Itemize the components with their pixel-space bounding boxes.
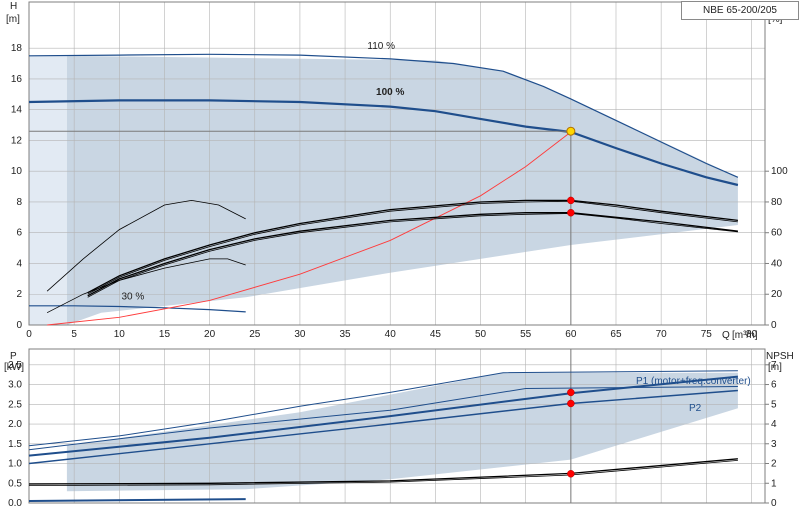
- y-right-tick-label: 3: [771, 439, 777, 450]
- duty-point: [567, 399, 575, 408]
- operating-point: [566, 126, 576, 136]
- y-left-unit-head: [m]: [6, 14, 20, 25]
- series-line-p-30: [28, 498, 246, 502]
- y-right-tick-label: 20: [771, 289, 783, 300]
- y-right-tick-label: 80: [771, 197, 783, 208]
- x-tick-label: 50: [475, 329, 487, 340]
- series-line-eta-upper-b: [87, 200, 738, 295]
- y-left-tick-label: 0: [16, 320, 22, 331]
- y-right-tick-label: 6: [771, 380, 777, 391]
- curve-label-100: 100 %: [376, 87, 404, 98]
- x-tick-label: 10: [114, 329, 126, 340]
- x-label-q: Q: [722, 330, 730, 341]
- y-right-tick-label: 0: [771, 320, 777, 331]
- x-tick-label: 35: [340, 329, 352, 340]
- series-line-eta-low-speed: [46, 258, 246, 314]
- x-tick-label: 65: [610, 329, 622, 340]
- y-left-tick-label: 1.0: [8, 459, 22, 470]
- power-npsh-panel: 0.0 0.5 1.0 1.5 2.0 2.5 3.0 3.5 0 1 2 3 4 5 6 7 P1 (moto…: [8, 348, 777, 509]
- x-unit-q: [m³/h]: [732, 330, 758, 341]
- y-right-tick-label: 60: [771, 228, 783, 239]
- series-line-eta-low-speed-b: [46, 199, 246, 292]
- y-right-tick-label: 4: [771, 419, 777, 430]
- series-line-p2-110: [28, 386, 738, 451]
- y-left-tick-label: 2.0: [8, 419, 22, 430]
- x-tick-label: 5: [71, 329, 77, 340]
- y-right-tick-label: 2: [771, 459, 777, 470]
- x-tick-label: 25: [249, 329, 261, 340]
- y-left-tick-label: 6: [16, 228, 22, 239]
- y-left-tick-label: 0.0: [8, 498, 22, 509]
- x-tick-label: 55: [520, 329, 532, 340]
- series-line-p2-100: [28, 389, 738, 465]
- x-tick-label: 15: [159, 329, 171, 340]
- y-right-unit-npsh: [m]: [768, 362, 782, 373]
- duty-point: [567, 196, 575, 205]
- model-label: NBE 65-200/205: [681, 1, 799, 20]
- series-line-npsh-a: [28, 458, 738, 485]
- y-right-tick-label: 5: [771, 399, 777, 410]
- envelope-light-region: [29, 55, 67, 326]
- y-right-tick-label: 100: [771, 166, 788, 177]
- y-left-unit-power: [kW]: [4, 362, 24, 373]
- series-label-p2: P2: [689, 403, 702, 414]
- duty-point: [567, 470, 575, 478]
- y-left-tick-label: 2.5: [8, 399, 22, 410]
- duty-point: [567, 208, 575, 217]
- x-tick-label: 60: [565, 329, 577, 340]
- y-right-tick-label: 0: [771, 498, 777, 509]
- y-left-tick-label: 4: [16, 258, 22, 269]
- series-label-p1: P1 (motor+freq.converter): [636, 376, 751, 387]
- series-line-npsh-b: [28, 460, 738, 486]
- y-left-label-power: P: [10, 351, 17, 362]
- y-right-label-npsh: NPSH: [766, 351, 794, 362]
- y-right-tick-label: 1: [771, 478, 777, 489]
- y-left-tick-label: 3.0: [8, 380, 22, 391]
- y-left-tick-label: 3.5: [8, 360, 22, 371]
- series-line-eta-lower-b: [87, 213, 738, 298]
- y-right-tick-label: 7: [771, 360, 777, 371]
- x-tick-label: 75: [701, 329, 713, 340]
- y-left-tick-label: 16: [11, 74, 23, 85]
- y-left-tick-label: 14: [11, 105, 23, 116]
- series-line-head-110: [28, 53, 739, 178]
- series-line-eta-upper: [87, 199, 738, 294]
- y-left-label-head: H: [10, 1, 17, 12]
- plot-border: [28, 348, 766, 504]
- x-tick-label: 20: [204, 329, 216, 340]
- curve-label-30: 30 %: [121, 292, 144, 303]
- duty-point: [567, 388, 575, 397]
- y-left-tick-label: 2: [16, 289, 22, 300]
- x-tick-label: 80: [746, 329, 758, 340]
- x-tick-label: 30: [294, 329, 306, 340]
- x-tick-label: 0: [26, 329, 32, 340]
- y-left-tick-label: 12: [11, 135, 23, 146]
- envelope-region: [66, 55, 738, 326]
- y-left-tick-label: 10: [11, 166, 23, 177]
- series-line-system-curve: [47, 131, 572, 326]
- series-line-head-30: [29, 305, 246, 313]
- y-left-tick-label: 1.5: [8, 439, 22, 450]
- x-tick-label: 40: [385, 329, 397, 340]
- series-line-p1-110: [28, 370, 738, 447]
- head-panel: 0 2 4 6 8 10 12 14 16 18 0 20 40 60 80 100 0 5 10 15 20 25 30 3…: [11, 1, 788, 340]
- y-right-tick-label: 40: [771, 258, 783, 269]
- series-line-eta-lower: [87, 212, 738, 297]
- series-line-head-100: [28, 99, 739, 187]
- y-left-tick-label: 0.5: [8, 478, 22, 489]
- x-tick-label: 45: [430, 329, 442, 340]
- plot-border: [28, 1, 766, 326]
- curve-label-110: 110 %: [367, 41, 395, 52]
- y-left-tick-label: 8: [16, 197, 22, 208]
- x-tick-label: 70: [656, 329, 668, 340]
- y-left-tick-label: 18: [11, 43, 23, 54]
